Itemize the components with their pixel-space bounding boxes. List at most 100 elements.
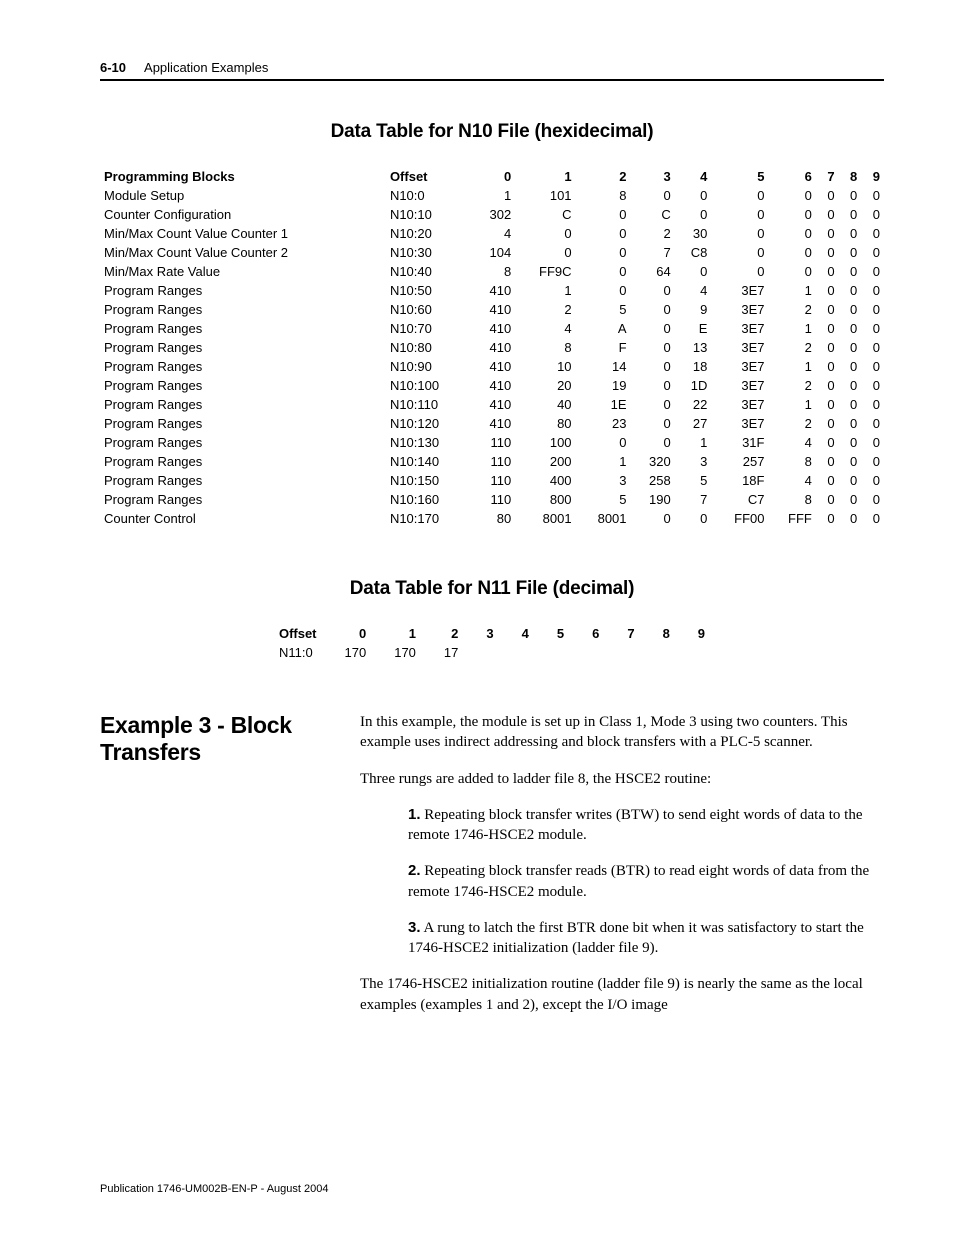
n10-row: Program RangesN10:12041080230273E72000	[100, 414, 884, 433]
n10-row: Program RangesN10:1501104003258518F4000	[100, 471, 884, 490]
n10-cell: 0	[861, 452, 884, 471]
n10-cell: 0	[816, 186, 839, 205]
n10-cell: 0	[631, 300, 675, 319]
n10-cell: 31F	[711, 433, 768, 452]
n10-cell: 0	[711, 186, 768, 205]
n10-cell: 0	[675, 509, 712, 528]
n10-cell: 4	[471, 224, 515, 243]
n10-cell: N10:120	[386, 414, 471, 433]
n10-col-header: 7	[816, 167, 839, 186]
n10-cell: Program Ranges	[100, 433, 386, 452]
page-number: 6-10	[100, 60, 126, 75]
n10-cell: Program Ranges	[100, 338, 386, 357]
n10-cell: 2	[768, 338, 815, 357]
n11-cell	[578, 643, 613, 662]
n10-cell: 0	[816, 433, 839, 452]
n10-cell: 13	[675, 338, 712, 357]
page-header: 6-10 Application Examples	[100, 60, 884, 75]
n10-cell: Program Ranges	[100, 376, 386, 395]
n10-cell: Program Ranges	[100, 300, 386, 319]
n10-cell: FF00	[711, 509, 768, 528]
closing-paragraph: The 1746-HSCE2 initialization routine (l…	[360, 974, 884, 1015]
n10-cell: 0	[768, 243, 815, 262]
n10-cell: Program Ranges	[100, 490, 386, 509]
n10-cell: 8	[576, 186, 631, 205]
n11-cell: 17	[430, 643, 472, 662]
n10-cell: 410	[471, 357, 515, 376]
n11-col-header: 8	[649, 624, 684, 643]
n10-cell: 8	[515, 338, 575, 357]
n10-cell: 20	[515, 376, 575, 395]
n10-cell: 0	[839, 414, 862, 433]
n10-col-header: 1	[515, 167, 575, 186]
n10-cell: 2	[768, 376, 815, 395]
n10-cell: N10:140	[386, 452, 471, 471]
n11-cell	[472, 643, 507, 662]
n10-cell: 400	[515, 471, 575, 490]
n10-cell: 0	[576, 281, 631, 300]
n10-cell: 410	[471, 281, 515, 300]
chapter-title: Application Examples	[144, 60, 268, 75]
n10-cell: 0	[711, 224, 768, 243]
n10-cell: 0	[768, 205, 815, 224]
n10-cell: 0	[711, 243, 768, 262]
n10-cell: N10:10	[386, 205, 471, 224]
n10-cell: 8001	[576, 509, 631, 528]
n10-cell: C	[631, 205, 675, 224]
n10-cell: 0	[861, 471, 884, 490]
n10-cell: 0	[631, 186, 675, 205]
n10-cell: C8	[675, 243, 712, 262]
n10-cell: 0	[839, 376, 862, 395]
n10-cell: 0	[816, 357, 839, 376]
n10-cell: 110	[471, 452, 515, 471]
n10-cell: 3E7	[711, 357, 768, 376]
n10-cell: 2	[768, 414, 815, 433]
n10-cell: 800	[515, 490, 575, 509]
n10-cell: 4	[768, 471, 815, 490]
n10-col-header: 6	[768, 167, 815, 186]
n10-row: Program RangesN10:110410401E0223E71000	[100, 395, 884, 414]
n10-cell: 0	[839, 471, 862, 490]
n10-cell: 257	[711, 452, 768, 471]
n10-cell: 0	[816, 452, 839, 471]
n10-cell: 0	[515, 224, 575, 243]
n11-cell	[613, 643, 648, 662]
n10-cell: 64	[631, 262, 675, 281]
n10-cell: 320	[631, 452, 675, 471]
n10-cell: 0	[839, 452, 862, 471]
n10-cell: Program Ranges	[100, 452, 386, 471]
n10-cell: 0	[768, 186, 815, 205]
n10-row: Counter ConfigurationN10:10302C0C000000	[100, 205, 884, 224]
n10-cell: 0	[839, 281, 862, 300]
n10-cell: 104	[471, 243, 515, 262]
n10-cell: 0	[861, 376, 884, 395]
n11-col-header: 0	[331, 624, 381, 643]
n10-cell: Program Ranges	[100, 471, 386, 490]
n11-cell: N11:0	[265, 643, 331, 662]
n10-cell: 2	[768, 300, 815, 319]
n10-cell: Module Setup	[100, 186, 386, 205]
n10-row: Program RangesN10:5041010043E71000	[100, 281, 884, 300]
n10-cell: 110	[471, 433, 515, 452]
n10-cell: 1D	[675, 376, 712, 395]
step-1: 1. Repeating block transfer writes (BTW)…	[404, 805, 884, 846]
n10-cell: 0	[631, 509, 675, 528]
n10-cell: 0	[816, 281, 839, 300]
n10-cell: 0	[816, 414, 839, 433]
n10-cell: 0	[861, 414, 884, 433]
n10-cell: N10:40	[386, 262, 471, 281]
n10-cell: 0	[675, 186, 712, 205]
n10-row: Module SetupN10:0110180000000	[100, 186, 884, 205]
n11-col-header: 9	[684, 624, 719, 643]
n10-cell: 0	[816, 509, 839, 528]
n10-cell: 3E7	[711, 338, 768, 357]
n11-col-header: 7	[613, 624, 648, 643]
n10-cell: 100	[515, 433, 575, 452]
n10-cell: 0	[816, 338, 839, 357]
n10-col-header: 3	[631, 167, 675, 186]
n10-cell: 0	[861, 490, 884, 509]
n10-cell: 8001	[515, 509, 575, 528]
n11-cell	[543, 643, 578, 662]
n10-cell: N10:70	[386, 319, 471, 338]
n10-cell: 3E7	[711, 395, 768, 414]
